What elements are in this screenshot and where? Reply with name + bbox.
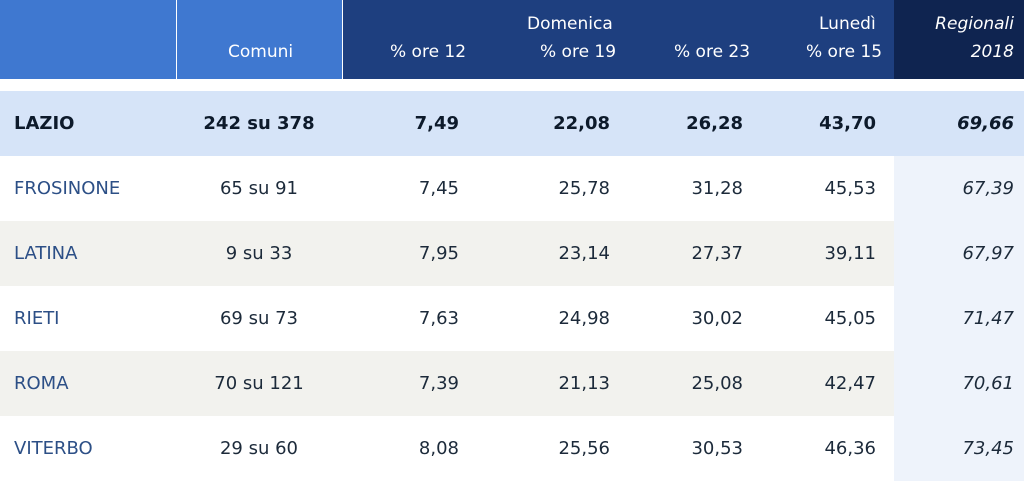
row-regionali: 73,45 <box>962 438 1014 459</box>
header-ore-15: % ore 15 <box>806 42 883 62</box>
row-name: VITERBO <box>14 438 93 459</box>
row-ore-19: 24,98 <box>558 308 610 329</box>
row-comuni: 9 su 33 <box>225 243 293 264</box>
row-ore-15: 42,47 <box>824 373 876 394</box>
row-comuni: 29 su 60 <box>219 438 299 459</box>
row-regionali: 67,97 <box>962 243 1014 264</box>
row-ore-15: 46,36 <box>824 438 876 459</box>
table-row: LATINA 9 su 33 7,95 23,14 27,37 39,11 67… <box>0 221 1024 286</box>
header-regionali-year: 2018 <box>970 42 1014 62</box>
table-row: ROMA 70 su 121 7,39 21,13 25,08 42,47 70… <box>0 351 1024 416</box>
table-row-total: LAZIO 242 su 378 7,49 22,08 26,28 43,70 … <box>0 91 1024 156</box>
header-ore-19: % ore 19 <box>540 42 617 62</box>
header-domenica: Domenica <box>527 14 613 34</box>
row-ore-23: 26,28 <box>686 113 743 134</box>
row-comuni: 65 su 91 <box>219 178 299 199</box>
row-ore-15: 43,70 <box>819 113 876 134</box>
row-regionali: 71,47 <box>962 308 1014 329</box>
header-regionali: Regionali <box>935 14 1014 34</box>
row-name: ROMA <box>14 373 69 394</box>
header-blank-cell <box>0 0 176 79</box>
row-ore-15: 39,11 <box>824 243 876 264</box>
row-name: FROSINONE <box>14 178 121 199</box>
row-regionali: 67,39 <box>962 178 1014 199</box>
table-row: FROSINONE 65 su 91 7,45 25,78 31,28 45,5… <box>0 156 1024 221</box>
regional-column-bg <box>894 156 1024 221</box>
row-regionali: 70,61 <box>962 373 1014 394</box>
row-ore-12: 7,39 <box>418 373 459 394</box>
regional-column-bg <box>894 351 1024 416</box>
table-row: VITERBO 29 su 60 8,08 25,56 30,53 46,36 … <box>0 416 1024 481</box>
row-ore-15: 45,53 <box>824 178 876 199</box>
header-lunedi: Lunedì <box>819 14 876 34</box>
regional-column-bg <box>894 416 1024 481</box>
row-ore-15: 45,05 <box>824 308 876 329</box>
header-ore-12: % ore 12 <box>390 42 467 62</box>
row-comuni: 70 su 121 <box>214 373 304 394</box>
row-name: LATINA <box>14 243 78 264</box>
row-ore-19: 25,56 <box>558 438 610 459</box>
row-ore-12: 7,49 <box>414 113 459 134</box>
table-row: RIETI 69 su 73 7,63 24,98 30,02 45,05 71… <box>0 286 1024 351</box>
row-regionali: 69,66 <box>957 113 1014 134</box>
table-header: Comuni Domenica Lunedì % ore 12 % ore 19… <box>0 0 1024 79</box>
row-comuni: 69 su 73 <box>219 308 299 329</box>
row-ore-12: 7,45 <box>418 178 459 199</box>
row-ore-19: 22,08 <box>553 113 610 134</box>
header-turnout-cell: Domenica Lunedì % ore 12 % ore 19 % ore … <box>342 0 894 79</box>
row-ore-12: 7,95 <box>418 243 459 264</box>
row-ore-19: 21,13 <box>558 373 610 394</box>
row-ore-23: 27,37 <box>691 243 743 264</box>
regional-column-bg <box>894 286 1024 351</box>
header-comuni-cell: Comuni <box>176 0 342 79</box>
regional-column-bg <box>894 221 1024 286</box>
header-regionali-cell: Regionali 2018 <box>894 0 1024 79</box>
row-ore-23: 25,08 <box>691 373 743 394</box>
row-ore-12: 8,08 <box>418 438 459 459</box>
row-name: LAZIO <box>14 113 75 134</box>
row-ore-23: 30,53 <box>691 438 743 459</box>
row-ore-23: 31,28 <box>691 178 743 199</box>
header-ore-23: % ore 23 <box>674 42 751 62</box>
row-ore-19: 25,78 <box>558 178 610 199</box>
row-ore-23: 30,02 <box>691 308 743 329</box>
row-ore-19: 23,14 <box>558 243 610 264</box>
row-comuni: 242 su 378 <box>203 113 315 134</box>
row-ore-12: 7,63 <box>418 308 459 329</box>
row-name: RIETI <box>14 308 60 329</box>
header-gap <box>0 79 1024 91</box>
header-comuni: Comuni <box>228 42 294 62</box>
